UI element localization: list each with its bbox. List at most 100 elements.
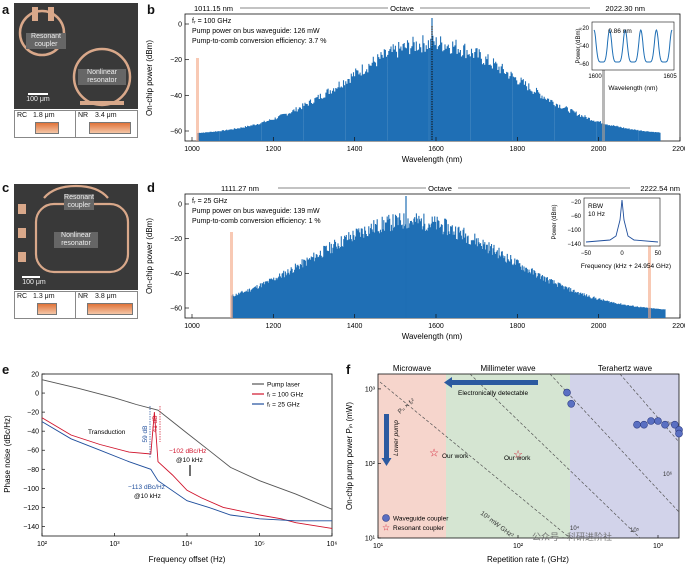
e-legend-25: fᵣ = 25 GHz: [267, 402, 300, 409]
b-inset-ytick-1: −40: [579, 44, 590, 50]
f-arrow-lower-pump: [384, 414, 389, 458]
panel-letter-e: e: [2, 362, 10, 377]
waveguide-point: [661, 420, 669, 429]
spectrum-d: 1111.27 nm Octave 2222.54 nm fᵣ = 25 GHz…: [145, 184, 685, 341]
b-xtick-label: 2200: [672, 146, 685, 153]
waveguide-point: [567, 399, 575, 408]
e-ytick-label: −60: [27, 448, 39, 455]
f-electronically: Electronically detectable: [458, 390, 528, 397]
b-xtick-label: 1000: [184, 146, 200, 153]
panel-letter-d: d: [147, 180, 155, 195]
b-xtick-label: 2000: [591, 146, 607, 153]
waveguide-point: [675, 429, 683, 438]
rc-width-a: 1.8 μm: [33, 112, 55, 119]
waveguide-point: [633, 420, 641, 429]
d-xtick-label: 1800: [510, 323, 526, 330]
d-inset-xlabel: Frequency (kHz + 24.954 GHz): [581, 263, 671, 270]
b-ytick-label: −60: [170, 129, 182, 136]
d-ylabel: On-chip power (dBm): [145, 218, 154, 294]
d-inset-xtick-2: 50: [655, 251, 662, 257]
f-contour-label-1: 10⁵: [630, 527, 640, 534]
micrograph-a: Resonant coupler Nonlinear resonator 100…: [14, 3, 138, 109]
d-xtick-label: 1400: [347, 323, 363, 330]
d-inset-ytick-3: −140: [567, 242, 581, 248]
d-xtick-label: 2200: [672, 323, 685, 330]
f-ytick-label: 10³: [365, 386, 376, 393]
d-inset-rbw: RBW: [588, 203, 604, 210]
f-xtick-label: 10²: [513, 543, 524, 550]
f-contour-label-2: 10⁶: [663, 471, 673, 478]
resonant-point: ☆: [513, 449, 523, 461]
d-ytick-label: −20: [170, 236, 182, 243]
d-inset-trace: [585, 199, 659, 243]
f-ytick-label: 10¹: [365, 536, 376, 543]
b-right-highlight: [602, 70, 605, 141]
f-xtick-label: 10¹: [373, 543, 384, 550]
waveguide-point: [640, 420, 648, 429]
f-legend-marker-resonant: ☆: [382, 523, 390, 533]
rc-label-c: RC: [17, 293, 28, 300]
cross-sections-a: RC 1.8 μm NR 3.4 μm: [14, 110, 138, 138]
d-pump-power: Pump power on bus waveguide: 139 mW: [192, 208, 320, 215]
e-ylabel: Phase noise (dBc/Hz): [3, 415, 12, 493]
scale-bar-label-a: 100 μm: [26, 96, 50, 103]
waveguide-point: [647, 417, 655, 425]
f-legend-waveguide: Waveguide coupler: [393, 516, 449, 523]
e-xlabel: Frequency offset (Hz): [149, 555, 226, 564]
b-inset-xlabel: Wavelength (nm): [608, 85, 657, 92]
b-octave: Octave: [390, 4, 414, 13]
d-xtick-label: 2000: [591, 323, 607, 330]
e-ytick-label: −20: [27, 410, 39, 417]
cross-sections-c: RC 1.3 μm NR 3.8 μm: [14, 291, 138, 319]
d-xtick-label: 1000: [184, 323, 200, 330]
b-inset-frame: [591, 21, 675, 71]
f-legend-resonant: Resonant coupler: [393, 525, 445, 532]
scale-bar-label-c: 100 μm: [22, 279, 46, 286]
f-x-ticks: 10¹ 10² 10³: [373, 535, 664, 550]
b-ytick-label: −40: [170, 93, 182, 100]
b-ytick-label: 0: [178, 22, 182, 29]
rc-label-a: RC: [17, 112, 28, 119]
nr-width-c: 3.8 μm: [95, 293, 117, 300]
f-our-work-2: Our work: [504, 455, 531, 462]
e-ann-41db: 41 dB: [152, 416, 159, 433]
f-label-millimeter: Millimeter wave: [480, 364, 536, 373]
phase-noise-e: 20 0 −20 −40 −60 −80 −100 −120 −140 10² 10³ 10⁴ 10⁵…: [3, 372, 338, 565]
spectrum-b: 1011.15 nm Octave 2022.30 nm fᵣ = 100 GH…: [145, 4, 685, 164]
panel-letter-f: f: [346, 362, 351, 377]
d-right-edge: 2222.54 nm: [640, 184, 680, 193]
b-inset-xtick-0: 1600: [588, 74, 602, 80]
d-inset-ytick-2: −100: [567, 228, 581, 234]
f-ylabel: On-chip pump power Pᵢₙ (mW): [345, 402, 354, 510]
waveguide-point: [654, 417, 662, 425]
waveguide-point: [563, 388, 571, 397]
b-xtick-label: 1200: [266, 146, 282, 153]
d-left-edge: 1111.27 nm: [221, 184, 259, 193]
d-ytick-label: −40: [170, 271, 182, 278]
d-efficiency: Pump-to-comb conversion efficiency: 1 %: [192, 218, 321, 225]
b-fr: fᵣ = 100 GHz: [192, 18, 232, 25]
e-ytick-label: −140: [23, 524, 39, 531]
f-watermark: 公众号 · 科研进阶社: [532, 531, 612, 542]
e-xtick-label: 10⁶: [327, 541, 338, 548]
e-xtick-label: 10⁵: [254, 541, 265, 548]
b-inset-ytick-0: −20: [579, 26, 590, 32]
e-x-ticks: 10² 10³ 10⁴ 10⁵ 10⁶: [37, 533, 338, 548]
d-inset-xtick-0: −50: [581, 251, 592, 257]
nr-width-a: 3.4 μm: [95, 112, 117, 119]
b-xtick-label: 1600: [428, 146, 444, 153]
e-xtick-label: 10³: [109, 541, 120, 548]
d-inset-ytick-1: −60: [571, 214, 582, 220]
b-inset-xtick-1: 1605: [663, 74, 677, 80]
d-inset-frame: [583, 197, 661, 247]
f-band-millimeter: [446, 374, 570, 538]
f-contour-label-0: 10⁴: [570, 525, 580, 532]
d-inset-xtick-1: 0: [620, 251, 624, 257]
f-legend-marker-waveguide: [382, 514, 390, 522]
f-label-microwave: Microwave: [393, 364, 432, 373]
e-legend-100: fᵣ = 100 GHz: [267, 392, 303, 399]
e-ytick-label: −80: [27, 467, 39, 474]
d-x-ticks: 1000 1200 1400 1600 1800 2000 2200: [184, 314, 685, 330]
e-xtick-label: 10⁴: [182, 541, 193, 548]
d-xtick-label: 1600: [428, 323, 444, 330]
